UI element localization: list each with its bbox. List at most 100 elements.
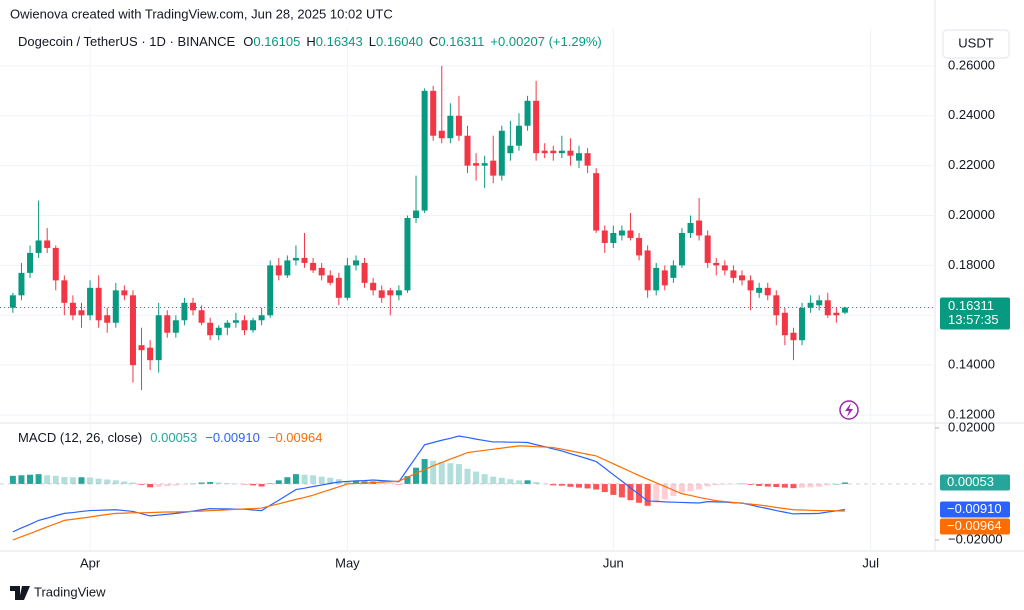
candle-body [224,322,231,328]
l-value: 0.16040 [376,34,423,49]
macd-histogram-bar [69,477,76,484]
macd-histogram-bar [610,483,617,495]
candle-body [747,280,754,291]
candle-body [515,125,522,146]
candle-body [395,290,402,296]
candle-body [764,287,771,296]
macd-histogram-bar [498,477,505,484]
last-price-label: 0.16311 [948,298,994,313]
macd-histogram-bar [404,476,411,484]
macd-histogram-bar [687,483,694,492]
o-value: 0.16105 [253,34,300,49]
candle-body [721,265,728,271]
alert-bolt [845,403,853,417]
macd-histogram-bar [455,464,462,484]
macd-histogram-bar [250,483,257,486]
candle-body [52,247,59,281]
candle-body [421,90,428,211]
h-value: 0.16343 [316,34,363,49]
candle-body [567,150,574,156]
macd-histogram-bar [515,480,522,484]
macd-histogram-bar [644,483,651,506]
hist-tag-label: 0.00053 [947,474,994,489]
macd-histogram-bar [824,483,831,486]
line-tag [940,501,1010,518]
candle-body [387,290,394,296]
macd-histogram-bar [833,483,840,485]
macd-histogram-bar [696,483,703,490]
macd-histogram-bar [481,474,488,484]
macd-line-value: −0.00910 [205,430,260,445]
macd-tick-label: 0.02000 [948,419,995,434]
candle-body [430,90,437,136]
candle-body [95,287,102,321]
macd-histogram-bar [129,482,136,484]
candle-body [318,267,325,276]
macd-histogram-bar [747,483,754,485]
macd-histogram-bar [172,483,179,486]
candle-body [816,300,823,306]
macd-histogram-bar [301,474,308,484]
candle-body [524,100,531,126]
macd-histogram-bar [473,471,480,484]
candle-body [593,173,600,231]
candle-body [773,295,780,316]
macd-histogram-bar [636,483,643,503]
candle-body [678,232,685,266]
macd-histogram-bar [78,477,85,484]
countdown: 13:57:35 [948,312,999,327]
candle-body [258,315,265,321]
macd-histogram-bar [661,483,668,500]
candle-body [87,287,94,316]
macd-histogram-bar [447,463,454,484]
macd-histogram-bar [464,468,471,484]
candle-body [138,345,145,351]
c-letter: C [429,34,438,49]
line-tag [940,518,1010,535]
currency-button[interactable] [942,29,1010,59]
alert-icon[interactable] [839,400,859,420]
macd-histogram-bar [738,483,745,485]
macd-histogram-bar [773,483,780,488]
y-tick-label: 0.26000 [948,57,995,72]
o-letter: O [243,34,253,49]
candle-body [730,270,737,278]
y-tick-label: 0.12000 [948,406,995,421]
candle-body [112,290,119,323]
candle-body [498,130,505,176]
line-tag-label: −0.00964 [947,518,1002,533]
candle-body [756,287,763,293]
macd-histogram-bar [147,483,154,488]
macd-hist-value: 0.00053 [150,430,197,445]
macd-histogram-bar [318,476,325,484]
candle-body [164,315,171,333]
candle-body [284,260,291,276]
x-tick-label: Jul [862,555,879,570]
candle-body [155,315,162,361]
macd-histogram-bar [790,483,797,489]
candle-body [601,230,608,243]
candle-body [370,282,377,291]
currency[interactable]: USDT [958,35,993,50]
macd-histogram-bar [713,483,720,486]
candle-body [78,310,85,316]
macd-histogram-bar [413,467,420,484]
macd-histogram-bar [9,475,16,484]
candle-body [232,320,239,323]
macd-histogram-bar [816,483,823,487]
candle-body [455,115,462,136]
macd-histogram-bar [258,483,265,487]
macd-histogram-bar [430,460,437,484]
last-price-tag [940,297,1010,330]
candle-body [618,230,625,236]
y-tick-label: 0.18000 [948,257,995,272]
macd-histogram-bar [618,483,625,498]
candle-body [250,320,257,331]
candle-body [267,265,274,316]
y-tick-label: 0.14000 [948,357,995,372]
candle-body [241,320,248,331]
candle-body [447,115,454,139]
macd-histogram-bar [567,483,574,487]
